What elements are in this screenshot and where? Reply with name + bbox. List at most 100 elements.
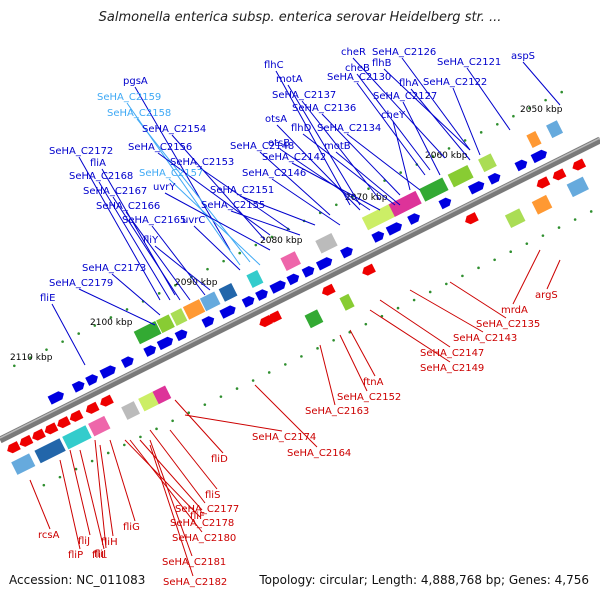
reverse-gene-3-shape bbox=[44, 422, 59, 435]
gene-label-forward: SeHA_C2158 bbox=[107, 108, 171, 119]
reverse-gene-14 bbox=[552, 168, 567, 181]
gene-label-forward: uvrY bbox=[153, 182, 176, 193]
leader-line bbox=[98, 181, 171, 301]
gene-label-forward: SeHA_C2148 bbox=[230, 141, 294, 152]
forward-gene-6-shape bbox=[156, 336, 174, 351]
forward-gene-14 bbox=[301, 266, 315, 278]
upper-feature-block-3 bbox=[182, 299, 206, 320]
backbone-highlight bbox=[0, 137, 600, 439]
leader-line bbox=[149, 429, 206, 504]
lower-feature-block-10 bbox=[531, 194, 553, 215]
reverse-gene-0 bbox=[7, 441, 21, 454]
upper-feature-block-5 bbox=[218, 283, 238, 302]
track-dot-down bbox=[573, 218, 577, 221]
upper-feature-block-2 bbox=[170, 308, 188, 326]
gene-label-forward: SeHA_C2173 bbox=[82, 263, 146, 274]
track-dot-up bbox=[238, 251, 242, 255]
forward-gene-2 bbox=[85, 374, 98, 386]
leader-line bbox=[335, 151, 401, 206]
gene-label-forward: SeHA_C2172 bbox=[49, 146, 113, 157]
reverse-gene-11 bbox=[362, 263, 376, 276]
gene-label-forward: SeHA_C2159 bbox=[97, 92, 161, 103]
leader-line bbox=[59, 459, 81, 550]
gene-label-forward: otsA bbox=[265, 114, 287, 125]
leader-line bbox=[134, 86, 231, 251]
gene-label-forward: flhC bbox=[264, 60, 284, 71]
track-dot-down bbox=[428, 290, 432, 294]
gene-label-forward: SeHA_C2130 bbox=[327, 72, 391, 83]
backbone-line bbox=[0, 136, 600, 444]
track-dot-down bbox=[461, 274, 464, 278]
reverse-gene-7 bbox=[100, 394, 114, 407]
forward-gene-8 bbox=[201, 316, 215, 328]
reverse-gene-13-shape bbox=[536, 176, 551, 189]
lower-feature-block-8 bbox=[339, 293, 355, 311]
accession-text: Accession: NC_011083 bbox=[9, 573, 146, 587]
lower-feature-block-10-shape bbox=[531, 194, 553, 215]
leader-line bbox=[230, 210, 301, 236]
forward-gene-14-shape bbox=[301, 266, 315, 278]
gene-label-forward: motA bbox=[276, 74, 303, 85]
upper-feature-block-0 bbox=[133, 321, 162, 345]
gene-label-forward: SeHA_C2167 bbox=[83, 186, 147, 197]
track-dot-up bbox=[447, 147, 451, 150]
track-dot-up bbox=[77, 332, 81, 335]
track-dot-down bbox=[139, 435, 142, 439]
scale-tick-label: 2060 kbp bbox=[425, 151, 468, 161]
upper-feature-block-7 bbox=[280, 251, 301, 271]
gene-label-reverse: SeHA_C2178 bbox=[170, 518, 234, 529]
reverse-gene-2 bbox=[32, 428, 46, 441]
track-dot-down bbox=[90, 459, 94, 463]
forward-gene-20-shape bbox=[438, 197, 452, 210]
leader-line bbox=[157, 152, 271, 236]
gene-label-reverse: mrdA bbox=[501, 305, 528, 316]
leader-line bbox=[174, 399, 224, 454]
leader-line bbox=[401, 57, 471, 151]
leader-line bbox=[94, 439, 107, 549]
reverse-gene-9-shape bbox=[268, 310, 282, 323]
leader-line bbox=[169, 429, 218, 490]
gene-label-reverse: rcsA bbox=[38, 530, 60, 541]
gene-label-forward: SeHA_C2136 bbox=[292, 103, 356, 114]
leader-line bbox=[79, 449, 105, 550]
lower-feature-block-6 bbox=[152, 385, 172, 405]
gene-label-reverse: fliG bbox=[123, 522, 140, 533]
gene-label-forward: flhB bbox=[372, 58, 392, 69]
track-dot-down bbox=[74, 467, 78, 471]
genome-stats-text: Topology: circular; Length: 4,888,768 bp… bbox=[259, 573, 589, 587]
leader-line bbox=[78, 156, 161, 301]
reverse-gene-15 bbox=[572, 158, 587, 171]
reverse-gene-15-shape bbox=[572, 158, 587, 171]
track-dot-up bbox=[13, 364, 16, 368]
lower-feature-block-0-shape bbox=[11, 453, 36, 475]
map-title: Salmonella enterica subsp. enterica sero… bbox=[98, 10, 502, 25]
leader-line bbox=[111, 273, 161, 316]
reverse-gene-14-shape bbox=[552, 168, 567, 181]
leader-line bbox=[452, 87, 481, 156]
gene-label-forward: otsB bbox=[268, 138, 290, 149]
forward-gene-0-shape bbox=[47, 391, 64, 405]
leader-line bbox=[346, 133, 421, 191]
leader-line bbox=[78, 288, 156, 326]
track-dot-up bbox=[109, 316, 113, 319]
forward-gene-12-shape bbox=[269, 280, 286, 294]
footer: Accession: NC_011083 Topology: circular;… bbox=[0, 573, 600, 591]
reverse-gene-1 bbox=[19, 434, 34, 447]
track-dot-down bbox=[42, 483, 46, 487]
gene-label-reverse: fliH bbox=[101, 537, 118, 548]
upper-feature-block-6-shape bbox=[246, 270, 264, 288]
leader-line bbox=[69, 449, 91, 536]
upper-feature-block-1-shape bbox=[156, 314, 175, 334]
leader-line bbox=[112, 196, 181, 301]
gene-label-reverse: SeHA_C2143 bbox=[453, 333, 517, 344]
lower-feature-block-3 bbox=[88, 415, 111, 437]
upper-feature-block-6 bbox=[246, 270, 264, 288]
leader-line bbox=[154, 245, 211, 291]
lower-feature-block-7 bbox=[304, 309, 324, 329]
leader-line bbox=[239, 195, 316, 226]
track-dot-up bbox=[45, 348, 48, 351]
gene-label-reverse: SeHA_C2181 bbox=[162, 557, 226, 568]
forward-gene-23 bbox=[514, 159, 528, 172]
leader-line bbox=[291, 162, 381, 211]
